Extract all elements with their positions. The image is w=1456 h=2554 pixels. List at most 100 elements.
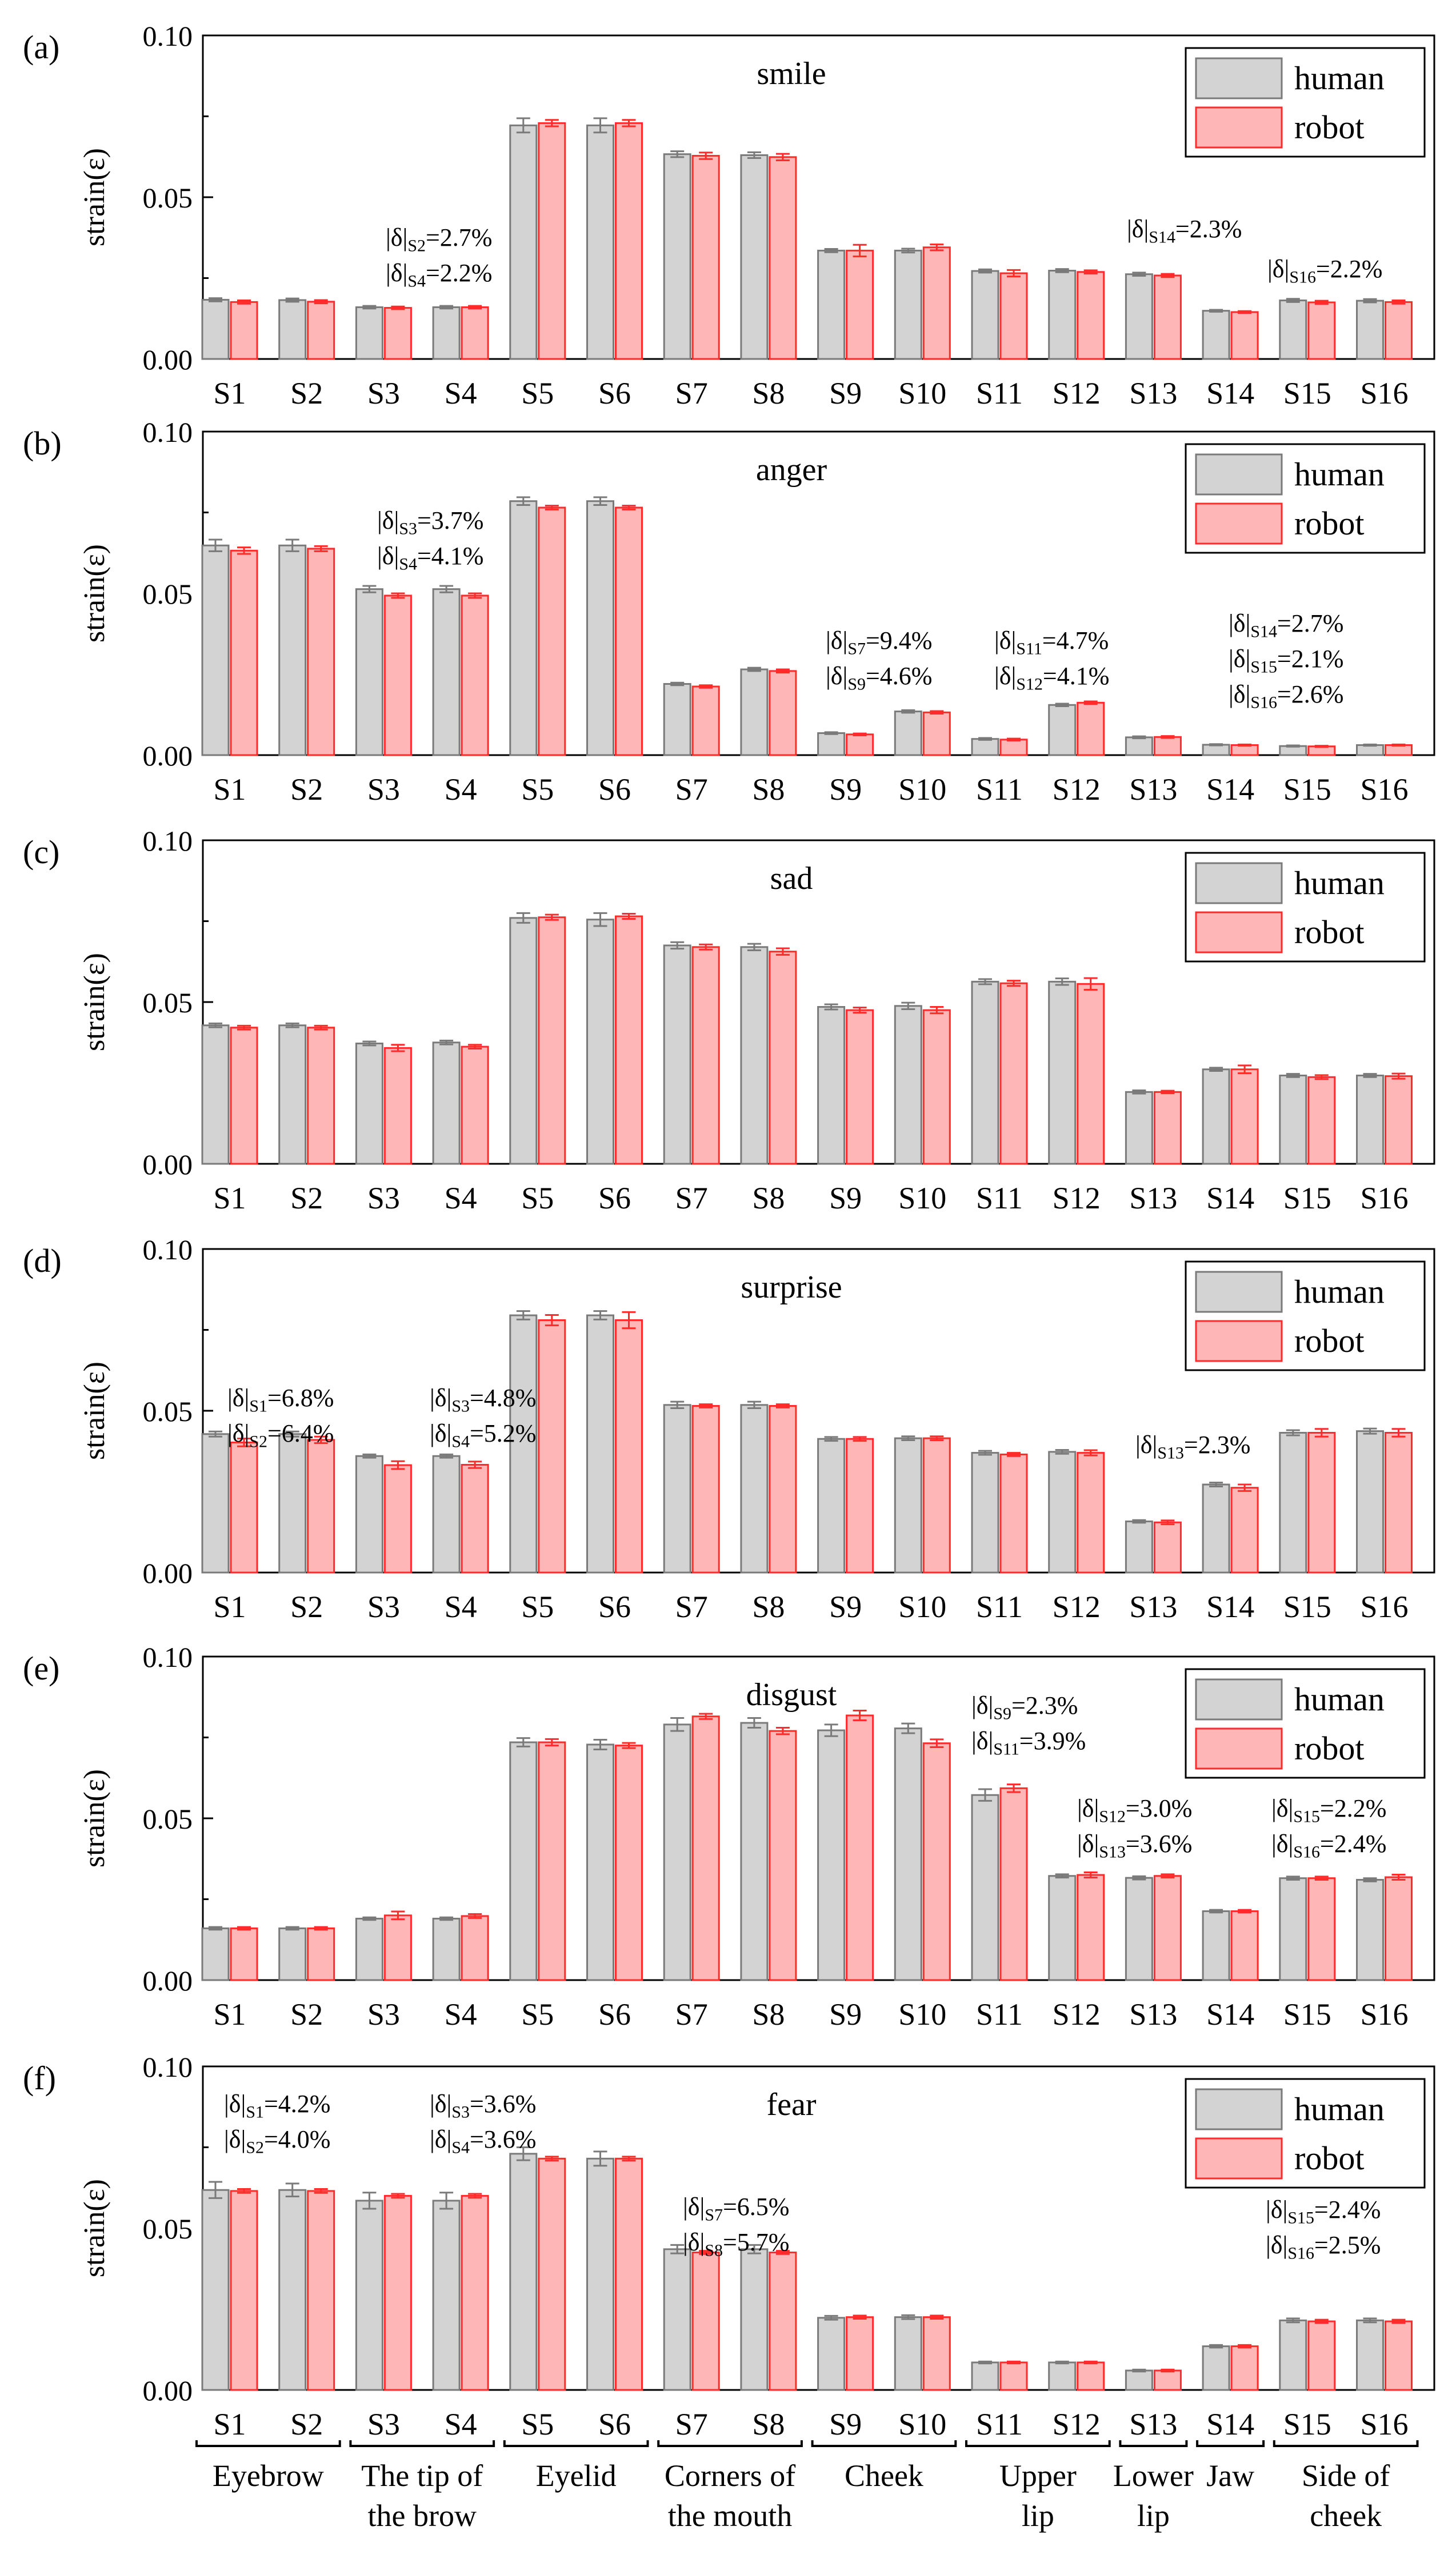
chart-title: surprise xyxy=(741,1270,842,1305)
bar-human-S11 xyxy=(971,1452,999,1574)
bar-robot-S9 xyxy=(846,2316,874,2391)
bar-human-S11 xyxy=(971,2361,999,2391)
bar-robot-S6 xyxy=(615,1319,643,1574)
bar-human-S5 xyxy=(509,500,538,756)
y-tick-label: 0.05 xyxy=(143,1395,193,1427)
bar-human-S3 xyxy=(355,1455,383,1574)
region-label: Lower xyxy=(1113,2459,1194,2493)
bar-human-S1 xyxy=(201,1024,230,1165)
region-label: Eyebrow xyxy=(213,2459,324,2493)
bar-robot-S1 xyxy=(230,1441,258,1574)
bar-human-S9 xyxy=(817,1005,846,1165)
bar-robot-S11 xyxy=(999,1453,1028,1574)
x-tick-label: S1 xyxy=(213,2407,246,2441)
delta-annotation: |δ|S16=2.5% xyxy=(1266,2231,1381,2263)
delta-annotation: |δ|S11=3.9% xyxy=(971,1727,1086,1759)
x-tick-label: S10 xyxy=(898,772,946,807)
bar-robot-S2 xyxy=(307,1027,335,1165)
legend-swatch-human xyxy=(1195,1271,1283,1313)
delta-annotation: |δ|S4=3.6% xyxy=(430,2125,536,2157)
delta-annotation: |δ|S9=2.3% xyxy=(971,1691,1078,1723)
bar-human-S6 xyxy=(586,1743,614,1981)
bar-robot-S7 xyxy=(691,946,720,1165)
bar-robot-S5 xyxy=(538,2157,566,2391)
x-tick-label: S3 xyxy=(367,772,400,807)
x-tick-label: S11 xyxy=(976,2407,1023,2441)
bar-robot-S9 xyxy=(846,733,874,756)
bar-human-S8 xyxy=(740,668,769,756)
bar-robot-S5 xyxy=(538,506,566,756)
bar-human-S2 xyxy=(278,1433,307,1574)
x-tick-label: S6 xyxy=(598,1590,631,1624)
delta-annotation: |δ|S2=2.7% xyxy=(386,224,492,256)
x-tick-label: S8 xyxy=(752,772,785,807)
region-label: the mouth xyxy=(668,2499,792,2533)
legend: human robot xyxy=(1185,2078,1426,2189)
bar-robot-S1 xyxy=(230,301,258,360)
bar-robot-S10 xyxy=(922,1437,951,1574)
bar-robot-S11 xyxy=(999,2361,1028,2391)
bar-human-S8 xyxy=(740,1722,769,1981)
chart-title: smile xyxy=(757,56,826,91)
x-tick-label: S5 xyxy=(521,1590,554,1624)
bar-human-S3 xyxy=(355,1042,383,1165)
bar-robot-S4 xyxy=(461,306,489,360)
x-tick-label: S2 xyxy=(290,1590,323,1624)
bar-robot-S2 xyxy=(307,301,335,360)
bar-human-S16 xyxy=(1356,1879,1384,1981)
bar-human-S8 xyxy=(740,154,769,360)
x-tick-label: S1 xyxy=(213,1590,246,1624)
bar-robot-S6 xyxy=(615,915,643,1165)
bar-human-S5 xyxy=(509,124,538,360)
legend-label-human: human xyxy=(1294,864,1385,901)
region-label: cheek xyxy=(1310,2499,1382,2533)
chart-title: disgust xyxy=(746,1677,837,1713)
bar-robot-S7 xyxy=(691,1405,720,1574)
legend-swatch-robot xyxy=(1195,106,1283,149)
bar-human-S16 xyxy=(1356,300,1384,360)
chart-panel-3: (c) 0.00 0.05 0.10 strain(ε) sad S1 S2 S3 S4 S5 S6 S… xyxy=(23,825,1435,1215)
bar-human-S10 xyxy=(894,1005,922,1165)
y-axis-label: strain(ε) xyxy=(78,2179,111,2277)
bar-human-S12 xyxy=(1048,980,1077,1165)
delta-annotation: |δ|S16=2.2% xyxy=(1267,255,1382,287)
x-tick-label: S2 xyxy=(290,1997,323,2032)
panel-label: (b) xyxy=(23,425,62,462)
x-tick-label: S15 xyxy=(1283,1997,1331,2032)
bar-robot-S9 xyxy=(846,1009,874,1165)
bar-human-S3 xyxy=(355,1917,383,1981)
bar-robot-S3 xyxy=(383,1047,412,1165)
x-tick-label: S10 xyxy=(898,1181,946,1215)
bar-human-S13 xyxy=(1125,1091,1153,1165)
bar-human-S1 xyxy=(201,544,230,756)
bar-human-S12 xyxy=(1048,1451,1077,1574)
x-tick-label: S13 xyxy=(1129,1181,1177,1215)
bar-robot-S6 xyxy=(615,2157,643,2391)
x-tick-label: S10 xyxy=(898,2407,946,2441)
legend-label-robot: robot xyxy=(1294,1322,1364,1359)
bar-human-S7 xyxy=(663,944,691,1165)
bar-human-S15 xyxy=(1279,1431,1307,1574)
delta-annotation: |δ|S15=2.4% xyxy=(1266,2196,1381,2228)
bar-robot-S9 xyxy=(846,249,874,360)
x-tick-label: S1 xyxy=(213,376,246,410)
bar-robot-S7 xyxy=(691,1715,720,1981)
bar-robot-S10 xyxy=(922,711,951,756)
bar-human-S9 xyxy=(817,249,846,360)
x-tick-label: S16 xyxy=(1360,1181,1408,1215)
x-tick-label: S12 xyxy=(1053,1590,1101,1624)
chart-panel-5: (e) 0.00 0.05 0.10 strain(ε) disgust S1 S2 S3 S4 S… xyxy=(23,1641,1435,2032)
x-tick-label: S3 xyxy=(367,376,400,410)
bar-human-S1 xyxy=(201,1433,230,1574)
bar-human-S10 xyxy=(894,1437,922,1574)
bar-robot-S3 xyxy=(383,1914,412,1981)
x-tick-label: S6 xyxy=(598,2407,631,2441)
x-tick-label: S2 xyxy=(290,2407,323,2441)
bar-robot-S15 xyxy=(1307,2320,1336,2391)
bar-human-S8 xyxy=(740,1404,769,1574)
x-tick-label: S2 xyxy=(290,1181,323,1215)
bar-human-S4 xyxy=(432,2200,461,2391)
bar-robot-S13 xyxy=(1153,1875,1182,1981)
bar-robot-S13 xyxy=(1153,1091,1182,1165)
x-tick-label: S13 xyxy=(1129,376,1177,410)
